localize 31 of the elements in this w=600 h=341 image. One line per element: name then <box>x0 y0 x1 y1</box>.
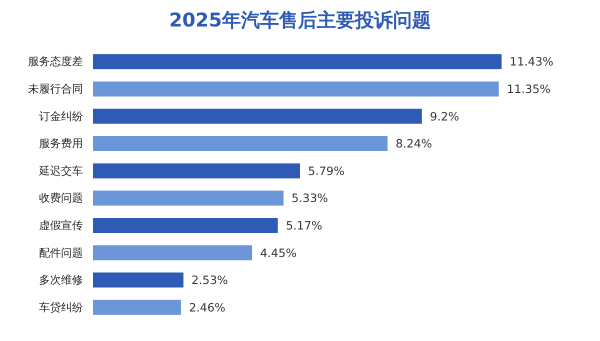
bar <box>93 81 499 96</box>
bar <box>93 245 252 260</box>
y-tick-label: 多次维修 <box>39 274 83 287</box>
data-label: 11.35% <box>506 82 551 96</box>
bar <box>93 218 278 233</box>
y-tick-label: 服务费用 <box>39 137 83 150</box>
data-label: 2.46% <box>188 300 226 314</box>
data-label: 11.43% <box>510 54 554 69</box>
y-tick-label: 收费问题 <box>39 192 83 205</box>
data-label: 2.53% <box>191 273 228 288</box>
y-tick-label: 车贷纠纷 <box>39 300 83 314</box>
data-label: 8.24% <box>396 136 432 151</box>
y-tick-label: 虚假宣传 <box>39 218 83 232</box>
y-tick-label: 订金纠纷 <box>39 110 83 123</box>
y-tick-label: 配件问题 <box>39 246 83 260</box>
bar <box>93 54 502 70</box>
bar <box>93 190 284 206</box>
y-tick-label: 未履行合同 <box>28 82 83 96</box>
data-label: 5.79% <box>308 164 345 178</box>
data-label: 4.45% <box>260 246 297 260</box>
data-label: 5.33% <box>292 191 328 206</box>
y-tick-label: 延迟交车 <box>38 164 83 178</box>
bar <box>93 163 300 178</box>
bar <box>93 136 388 152</box>
bar <box>93 300 181 315</box>
bar <box>93 108 422 124</box>
chart-title: 2025年汽车售后主要投诉问题 <box>169 10 431 32</box>
y-tick-label: 服务态度差 <box>28 55 83 68</box>
data-label: 9.2% <box>430 109 460 124</box>
data-label: 5.17% <box>286 218 322 232</box>
bar <box>93 272 184 288</box>
